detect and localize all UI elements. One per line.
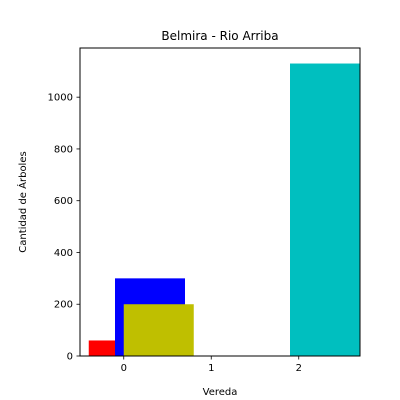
bar-2	[123, 304, 194, 356]
y-tick-label: 1000	[48, 93, 73, 104]
x-tick-label: 1	[208, 363, 214, 374]
y-tick-label: 0	[67, 352, 73, 363]
bar-3	[290, 63, 360, 356]
y-tick-label: 400	[54, 248, 73, 259]
plot-frame	[79, 47, 361, 357]
y-tick-label: 800	[54, 144, 73, 155]
y-tick-label: 200	[54, 300, 73, 311]
y-axis-label: Cantidad de Árboles	[16, 151, 29, 252]
x-tick-label: 2	[296, 363, 302, 374]
x-axis-label: Vereda	[203, 387, 238, 398]
y-tick-label: 600	[54, 196, 73, 207]
x-tick-label: 0	[121, 363, 127, 374]
ticks-layer: 0 1 2 0 200 400 600 800 1000	[48, 93, 302, 374]
chart-title: Belmira - Rio Arriba	[161, 29, 278, 43]
bars-layer	[88, 63, 360, 356]
